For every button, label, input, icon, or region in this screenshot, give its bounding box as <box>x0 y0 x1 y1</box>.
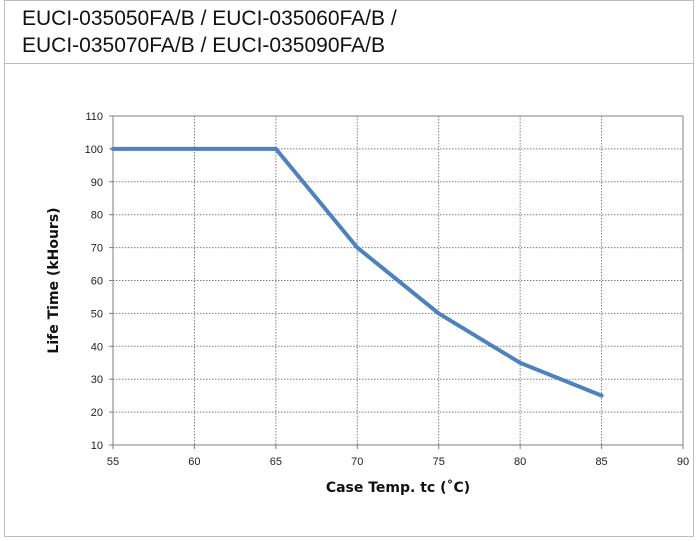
chart-grid <box>109 115 684 449</box>
x-tick-label: 65 <box>270 456 282 468</box>
x-tick-label: 75 <box>433 456 445 468</box>
x-tick-label: 55 <box>107 456 119 468</box>
chart-series <box>111 146 604 398</box>
x-tick-label: 90 <box>677 456 689 468</box>
model-title-line-1: EUCI-035050FA/B / EUCI-035060FA/B / <box>22 7 397 30</box>
y-tick-label: 110 <box>85 111 103 123</box>
chart-header: EUCI-035050FA/B / EUCI-035060FA/B / EUCI… <box>5 1 693 64</box>
y-tick-label: 30 <box>91 374 103 386</box>
x-tick-label: 85 <box>595 456 607 468</box>
x-tick-label: 80 <box>514 456 526 468</box>
series-line <box>111 146 604 398</box>
y-tick-label: 70 <box>91 243 103 255</box>
x-tick-labels: 55 60 65 70 75 80 85 90 <box>107 456 689 468</box>
y-tick-label: 60 <box>91 276 103 288</box>
y-axis-label: Life Time (kHours) <box>46 207 62 353</box>
x-tick-label: 70 <box>351 456 363 468</box>
y-tick-label: 90 <box>91 177 103 189</box>
model-title-line-2: EUCI-035070FA/B / EUCI-035090FA/B <box>22 34 386 57</box>
y-tick-label: 20 <box>91 407 103 419</box>
chart-frame: EUCI-035050FA/B / EUCI-035060FA/B / EUCI… <box>4 0 694 537</box>
x-axis-label: Case Temp. tc (˚C) <box>326 479 470 496</box>
y-tick-label: 40 <box>91 341 103 353</box>
y-tick-label: 10 <box>91 440 103 452</box>
y-tick-label: 100 <box>85 144 103 156</box>
y-tick-label: 80 <box>91 210 103 222</box>
y-tick-labels: 10 20 30 40 50 60 70 80 90 100 110 <box>85 111 103 452</box>
y-tick-label: 50 <box>91 308 103 320</box>
x-tick-label: 60 <box>188 456 200 468</box>
